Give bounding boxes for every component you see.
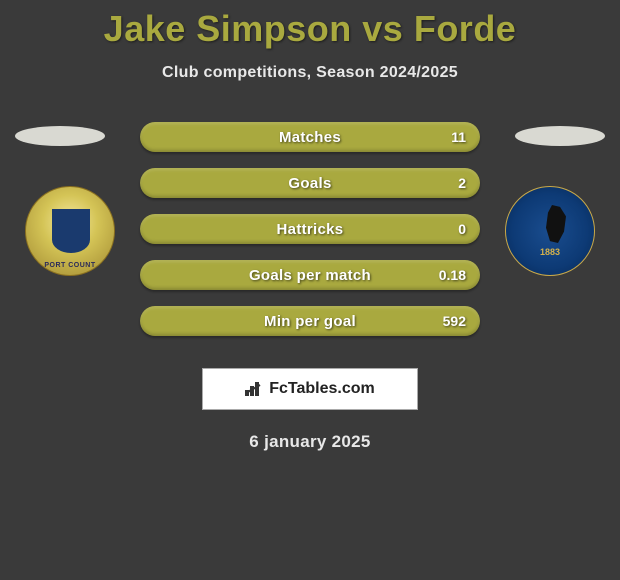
stat-value: 0.18 — [439, 260, 466, 290]
stat-label: Hattricks — [140, 214, 480, 244]
page-title: Jake Simpson vs Forde — [0, 0, 620, 50]
player-right-placeholder — [515, 126, 605, 146]
stat-label: Goals per match — [140, 260, 480, 290]
stat-bar-hattricks: Hattricks 0 — [140, 214, 480, 244]
brand-box[interactable]: FcTables.com — [202, 368, 418, 410]
stat-label: Matches — [140, 122, 480, 152]
stat-bar-matches: Matches 11 — [140, 122, 480, 152]
stat-value: 592 — [443, 306, 466, 336]
club-crest-left — [25, 186, 115, 276]
player-left-placeholder — [15, 126, 105, 146]
brand-text: FcTables.com — [269, 380, 375, 398]
club-crest-right — [505, 186, 595, 276]
stat-bar-min-per-goal: Min per goal 592 — [140, 306, 480, 336]
date-text: 6 january 2025 — [0, 432, 620, 452]
stat-value: 11 — [451, 122, 466, 152]
stat-value: 2 — [458, 168, 466, 198]
subtitle: Club competitions, Season 2024/2025 — [0, 64, 620, 82]
stat-bar-goals: Goals 2 — [140, 168, 480, 198]
stat-bar-goals-per-match: Goals per match 0.18 — [140, 260, 480, 290]
comparison-content: Matches 11 Goals 2 Hattricks 0 Goals per… — [0, 122, 620, 452]
fctables-icon — [245, 382, 263, 396]
stat-value: 0 — [458, 214, 466, 244]
stat-label: Min per goal — [140, 306, 480, 336]
stats-bars: Matches 11 Goals 2 Hattricks 0 Goals per… — [140, 122, 480, 336]
stat-label: Goals — [140, 168, 480, 198]
